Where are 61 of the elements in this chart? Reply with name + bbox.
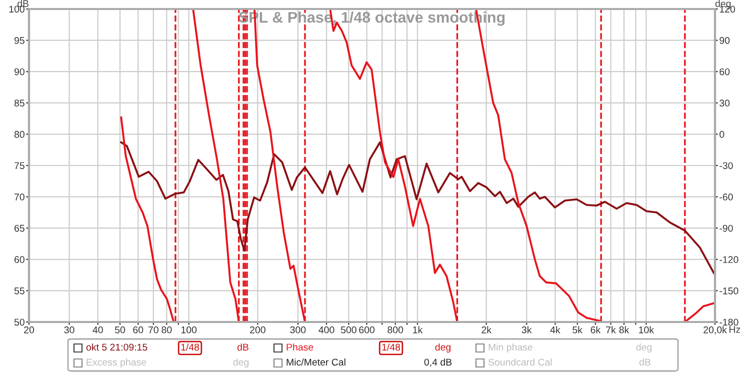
y-tick-label: 80 [14, 130, 24, 138]
y2-tick-label: 30 [720, 100, 730, 107]
y2-tick-label: -90 [720, 224, 733, 232]
x-tick-label: 500 [340, 326, 356, 334]
x-tick-label: 4k [550, 326, 560, 334]
x-tick-label: 10k [639, 326, 654, 334]
text: dB [237, 343, 248, 351]
x-tick-label: 100 [181, 326, 197, 334]
text: deg [233, 358, 248, 368]
text: Soundcard Cal [488, 358, 552, 366]
y2-tick-label: 90 [720, 37, 730, 44]
y-tick-label: 55 [14, 288, 24, 294]
x-tick-label: 7k [606, 326, 616, 334]
y2-tick-label: -60 [720, 194, 733, 200]
x-tick-label: 300 [290, 326, 306, 334]
x-tick-label: 5k [572, 326, 582, 334]
y-tick-label: 100 [9, 6, 24, 13]
x-tick-label: 2k [482, 326, 492, 334]
x-tick-label: 20,0k [704, 326, 727, 334]
x-tick-label: 800 [388, 326, 404, 334]
text: Min phase [488, 343, 532, 353]
y-tick-label: 65 [14, 224, 24, 232]
x-tick-label: 70 [148, 326, 158, 334]
x-tick-label: 50 [114, 326, 126, 334]
x-tick-label: 30 [64, 326, 74, 334]
y-tick-label: 95 [14, 37, 24, 44]
y-tick-label: 70 [14, 194, 24, 200]
text: deg [435, 343, 450, 353]
text: 1/48 [382, 343, 400, 351]
text: 0,4 dB [424, 358, 452, 367]
y2-tick-label: 60 [720, 68, 730, 76]
x-tick-label: 20 [24, 326, 34, 334]
text: deg [636, 343, 652, 353]
x-tick-label: 8k [619, 326, 630, 334]
y2-tick-label: -30 [720, 162, 733, 170]
x-tick-label: 40 [92, 326, 103, 334]
x-tick-label: 6k [590, 326, 601, 334]
y-tick-label: 75 [14, 162, 24, 170]
x-tick-label: 3k [522, 326, 532, 334]
y2-tick-label: -180 [720, 318, 738, 326]
x-axis-title: Hz [730, 326, 740, 333]
y-tick-label: 90 [14, 68, 24, 76]
text: Mic/Meter Cal [286, 358, 346, 366]
text: Excess phase [86, 358, 146, 368]
y-axis-title: dB [18, 0, 28, 8]
y2-tick-label: -150 [720, 287, 738, 294]
x-tick-label: 60 [133, 326, 144, 334]
y2-tick-label: -120 [720, 256, 738, 264]
y-tick-label: 85 [14, 100, 24, 107]
text: okt 5 21:09:15 [86, 343, 148, 351]
x-tick-label: 200 [250, 326, 266, 334]
x-tick-label: 600 [359, 326, 374, 334]
text: dB [639, 358, 650, 366]
x-tick-label: 80 [162, 326, 172, 334]
y-tick-label: 60 [14, 256, 24, 264]
x-tick-label: 1k [413, 326, 423, 334]
text: Phase [286, 343, 314, 351]
x-tick-label: 400 [318, 326, 334, 334]
text: 1/48 [181, 343, 200, 351]
y2-tick-label: 0 [720, 130, 724, 138]
y-tick-label: 50 [14, 318, 24, 326]
